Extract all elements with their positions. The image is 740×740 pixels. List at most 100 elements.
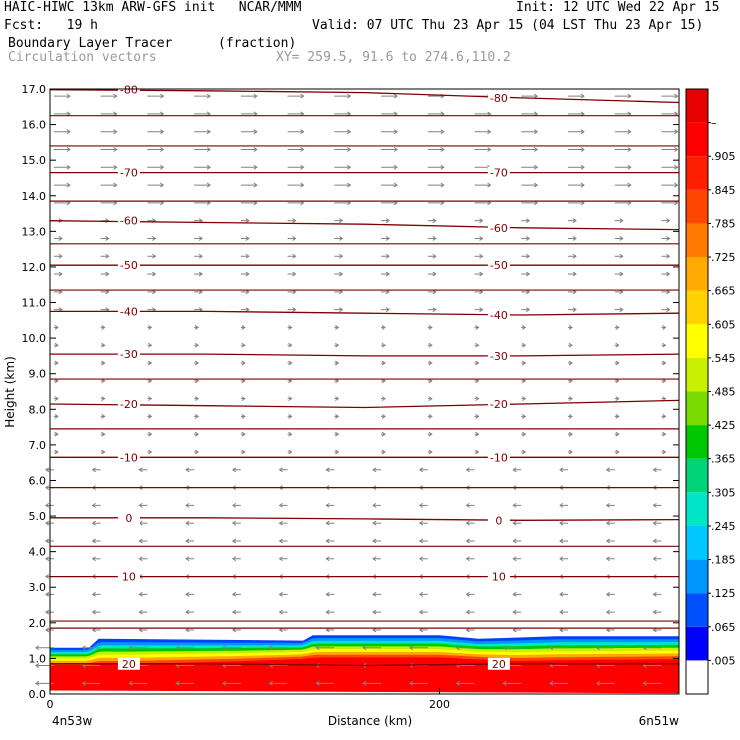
isotherm-label-bg — [117, 259, 140, 272]
vector-arrowhead — [512, 609, 517, 615]
vector-arrowhead — [194, 449, 200, 455]
vector-arrowhead — [432, 218, 437, 224]
vector-arrowhead — [627, 93, 632, 99]
vector-arrowhead — [91, 538, 96, 544]
vector-arrowhead — [138, 609, 143, 615]
vector-arrowhead — [347, 93, 352, 99]
vector-arrowhead — [54, 396, 59, 402]
vector-arrowhead — [580, 129, 585, 135]
vector-arrowhead — [549, 645, 554, 651]
vector-arrowhead — [91, 609, 96, 615]
vector-arrowhead — [54, 449, 59, 455]
isotherm-label: -80 — [120, 84, 138, 97]
vector-arrowhead — [572, 218, 577, 224]
colorbar-swatch — [686, 458, 708, 493]
isotherm-label: 20 — [122, 658, 136, 671]
vector-arrowhead — [58, 236, 63, 241]
vector-arrowhead — [66, 129, 71, 135]
vector-arrowhead — [231, 467, 237, 473]
vector-arrowhead — [652, 591, 657, 597]
vector-arrowhead — [300, 147, 305, 152]
vector-arrowhead — [559, 520, 564, 526]
colorbar-label: – — [711, 117, 717, 130]
vector-arrowhead — [674, 129, 679, 135]
vector-arrowhead — [615, 449, 620, 455]
vector-arrowhead — [549, 680, 554, 686]
vector-arrowhead — [428, 396, 433, 402]
vector-arrowhead — [559, 556, 564, 562]
vector-arrowhead — [300, 129, 305, 135]
vector-arrowhead — [278, 502, 283, 508]
vector-arrowhead — [101, 449, 106, 455]
vector-arrowhead — [206, 147, 212, 152]
title-left: HAIC-HIWC 13km ARW-GFS init NCAR/MMM — [4, 0, 302, 15]
vector-arrowhead — [615, 360, 620, 366]
vector-arrowhead — [44, 609, 50, 615]
vector-arrowhead — [393, 164, 398, 170]
vector-arrowhead — [194, 342, 200, 348]
vector-arrowhead — [465, 502, 470, 508]
vector-arrowhead — [525, 218, 531, 224]
vector-arrowhead — [568, 449, 573, 455]
vector-arrowhead — [44, 591, 50, 597]
vector-arrowhead — [44, 520, 50, 526]
vector-arrowhead — [479, 253, 484, 259]
vector-arrowhead — [440, 147, 445, 152]
vector-arrowhead — [221, 645, 227, 651]
isotherm-label-bg — [487, 514, 510, 527]
isotherm-line — [50, 310, 680, 316]
vector-arrowhead — [339, 218, 344, 224]
vector-arrowhead — [347, 129, 352, 135]
vector-arrowhead — [44, 627, 50, 633]
isotherm-label-bg — [487, 657, 510, 670]
vector-arrowhead — [381, 449, 386, 455]
vector-arrowhead — [292, 271, 297, 277]
vector-arrowhead — [339, 236, 344, 241]
vector-arrowhead — [335, 342, 340, 348]
vector-arrowhead — [278, 609, 283, 615]
circulation-vectors — [34, 93, 679, 686]
isotherm-line — [50, 353, 680, 357]
vector-arrowhead — [381, 360, 386, 366]
isotherm-label-bg — [117, 657, 140, 670]
vector-arrowhead — [34, 645, 40, 651]
isotherm-label-bg — [487, 166, 510, 179]
vector-arrowhead — [512, 538, 517, 544]
vector-arrowhead — [652, 609, 657, 615]
vector-arrowhead — [619, 236, 624, 241]
vector-arrowhead — [175, 645, 180, 651]
vector-arrowhead — [418, 502, 424, 508]
isotherm-label: -20 — [120, 398, 138, 411]
vector-arrowhead — [381, 431, 386, 437]
y-axis-title: Height (km) — [3, 356, 17, 427]
vector-arrowhead — [615, 325, 620, 330]
vector-arrowhead — [418, 556, 424, 562]
vector-arrowhead — [101, 431, 106, 437]
isotherm-label: -60 — [490, 222, 508, 235]
colorbar-swatch — [686, 122, 708, 157]
vector-arrowhead — [440, 182, 445, 188]
isotherm-line — [50, 517, 680, 521]
y-tick-label: 14.0 — [22, 190, 47, 203]
vector-arrowhead — [185, 556, 190, 562]
vector-arrowhead — [105, 271, 110, 277]
vector-arrowhead — [521, 413, 527, 419]
vector-arrowhead — [300, 93, 305, 99]
vector-arrowhead — [662, 360, 667, 366]
colorbar-swatch — [686, 223, 708, 258]
vector-arrowhead — [194, 360, 200, 366]
vector-arrowhead — [595, 680, 601, 686]
vector-arrowhead — [185, 520, 190, 526]
vector-arrowhead — [241, 413, 246, 419]
vector-arrowhead — [325, 502, 330, 508]
vector-arrowhead — [372, 609, 377, 615]
vector-arrowhead — [512, 467, 517, 473]
vector-arrowhead — [662, 413, 667, 419]
vector-arrowhead — [605, 538, 611, 544]
vector-arrowhead — [512, 502, 517, 508]
vector-arrowhead — [347, 147, 352, 152]
vector-arrowhead — [605, 591, 611, 597]
vector-arrowhead — [615, 413, 620, 419]
vector-arrowhead — [221, 680, 227, 686]
